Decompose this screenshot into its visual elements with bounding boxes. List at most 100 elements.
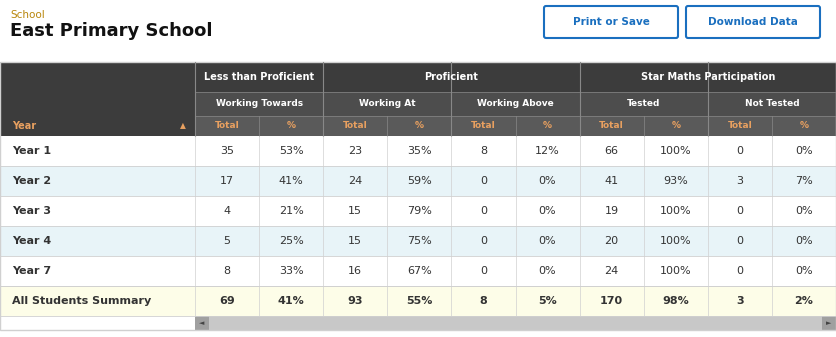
Text: 0%: 0%: [538, 206, 557, 216]
Text: 23: 23: [348, 146, 362, 156]
Text: Year 4: Year 4: [12, 236, 51, 246]
Text: 4: 4: [223, 206, 231, 216]
Text: School: School: [10, 10, 45, 20]
Text: 8: 8: [480, 146, 487, 156]
Text: 5: 5: [223, 236, 231, 246]
Text: %: %: [543, 122, 552, 130]
Bar: [822, 316, 836, 330]
Text: 24: 24: [604, 266, 619, 276]
Text: Download Data: Download Data: [708, 17, 798, 27]
Bar: [0, 92, 195, 116]
Bar: [0, 62, 195, 92]
Text: 98%: 98%: [662, 296, 689, 306]
Text: 0: 0: [737, 266, 743, 276]
Text: 0%: 0%: [538, 266, 557, 276]
Text: Total: Total: [215, 122, 239, 130]
Text: 55%: 55%: [406, 296, 432, 306]
Text: 170: 170: [600, 296, 623, 306]
Text: Star Maths Participation: Star Maths Participation: [640, 72, 775, 82]
Text: 67%: 67%: [407, 266, 431, 276]
Bar: [195, 316, 209, 330]
Text: 75%: 75%: [407, 236, 431, 246]
Text: 100%: 100%: [660, 206, 691, 216]
Bar: [0, 286, 836, 316]
Text: %: %: [415, 122, 424, 130]
Text: Total: Total: [599, 122, 624, 130]
Bar: [0, 62, 836, 92]
FancyBboxPatch shape: [544, 6, 678, 38]
Text: 66: 66: [604, 146, 619, 156]
Text: 0: 0: [480, 266, 487, 276]
Bar: [0, 116, 195, 136]
Text: 21%: 21%: [278, 206, 303, 216]
Text: 2%: 2%: [794, 296, 813, 306]
Text: 0: 0: [737, 206, 743, 216]
Text: 5%: 5%: [538, 296, 557, 306]
Text: 25%: 25%: [278, 236, 303, 246]
Text: 0%: 0%: [795, 206, 813, 216]
Text: Proficient: Proficient: [425, 72, 478, 82]
Text: 8: 8: [480, 296, 487, 306]
Text: Year: Year: [12, 121, 36, 131]
Text: 12%: 12%: [535, 146, 560, 156]
Text: 41: 41: [604, 176, 619, 186]
Text: 35%: 35%: [407, 146, 431, 156]
Text: Total: Total: [727, 122, 752, 130]
Bar: [0, 256, 836, 286]
Text: 0: 0: [480, 176, 487, 186]
Text: Total: Total: [343, 122, 368, 130]
Text: 93%: 93%: [664, 176, 688, 186]
Text: Working At: Working At: [359, 99, 415, 109]
Text: 15: 15: [349, 236, 362, 246]
Bar: [0, 136, 836, 166]
Text: 17: 17: [220, 176, 234, 186]
Bar: [0, 116, 836, 136]
Text: 15: 15: [349, 206, 362, 216]
Text: 69: 69: [219, 296, 235, 306]
Text: Working Above: Working Above: [477, 99, 554, 109]
Text: 7%: 7%: [795, 176, 813, 186]
Text: 0%: 0%: [795, 266, 813, 276]
Text: ►: ►: [826, 320, 832, 326]
Text: 20: 20: [604, 236, 619, 246]
Text: Year 7: Year 7: [12, 266, 51, 276]
Text: Total: Total: [471, 122, 496, 130]
Text: East Primary School: East Primary School: [10, 22, 212, 40]
Text: 0%: 0%: [795, 236, 813, 246]
Bar: [0, 226, 836, 256]
Text: ▲: ▲: [180, 122, 186, 130]
Text: 0: 0: [480, 236, 487, 246]
Text: ◄: ◄: [199, 320, 205, 326]
Text: 3: 3: [736, 296, 744, 306]
Text: 16: 16: [349, 266, 362, 276]
Text: Year 1: Year 1: [12, 146, 51, 156]
Text: 79%: 79%: [407, 206, 431, 216]
Text: Year 3: Year 3: [12, 206, 51, 216]
Text: Year 2: Year 2: [12, 176, 51, 186]
Bar: [0, 196, 836, 226]
Text: 33%: 33%: [279, 266, 303, 276]
Text: 100%: 100%: [660, 266, 691, 276]
Text: 35: 35: [220, 146, 234, 156]
Text: All Students Summary: All Students Summary: [12, 296, 151, 306]
Text: 59%: 59%: [407, 176, 431, 186]
Text: Working Towards: Working Towards: [216, 99, 303, 109]
Text: 41%: 41%: [278, 296, 304, 306]
Text: 19: 19: [604, 206, 619, 216]
Text: Not Tested: Not Tested: [745, 99, 799, 109]
Text: Less than Proficient: Less than Proficient: [204, 72, 314, 82]
Text: 41%: 41%: [278, 176, 303, 186]
Text: 100%: 100%: [660, 236, 691, 246]
Bar: [0, 166, 836, 196]
Text: 0: 0: [737, 146, 743, 156]
Text: %: %: [287, 122, 296, 130]
Text: 0%: 0%: [538, 176, 557, 186]
Text: Tested: Tested: [627, 99, 660, 109]
Text: 0%: 0%: [795, 146, 813, 156]
Text: 0%: 0%: [538, 236, 557, 246]
Text: 8: 8: [223, 266, 231, 276]
Text: 3: 3: [737, 176, 743, 186]
Text: 100%: 100%: [660, 146, 691, 156]
Text: 53%: 53%: [279, 146, 303, 156]
Text: 0: 0: [480, 206, 487, 216]
